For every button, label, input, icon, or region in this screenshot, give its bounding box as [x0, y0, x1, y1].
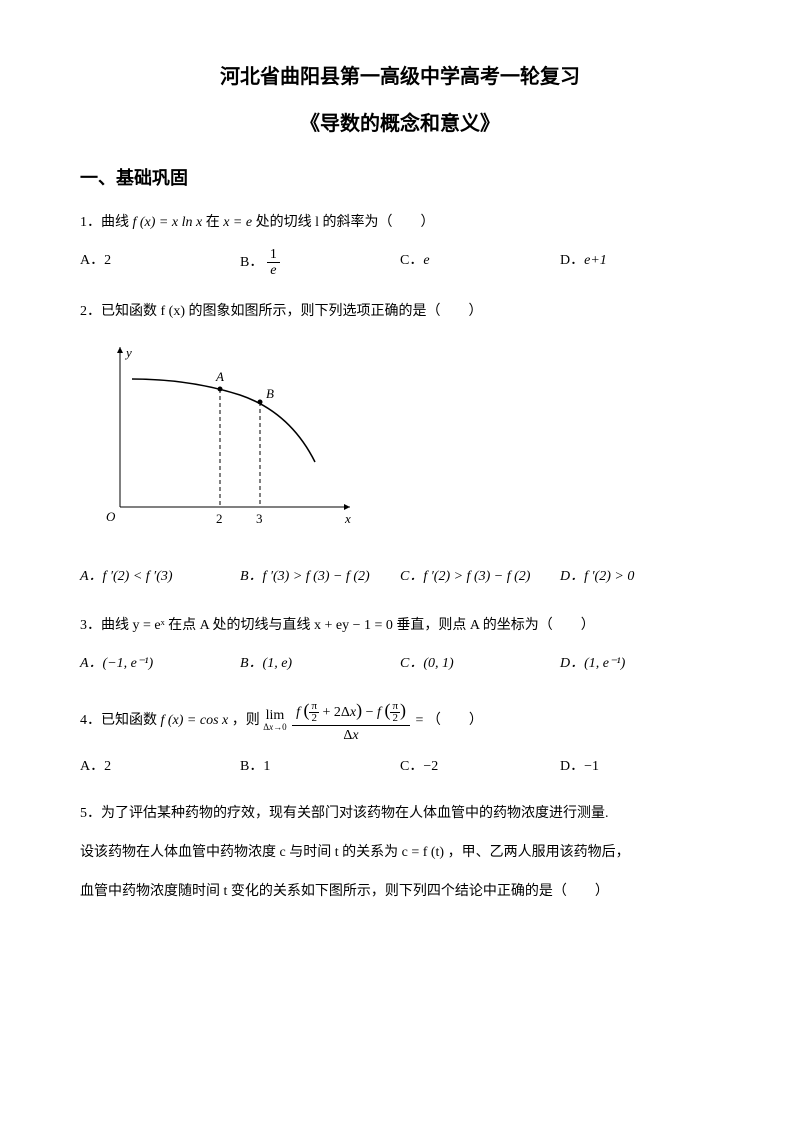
q3-option-d: D．(1, e⁻¹) — [560, 650, 720, 678]
svg-text:2: 2 — [216, 511, 223, 526]
q4-suffix: （ ） — [427, 713, 483, 728]
q1-optA-label: A． — [80, 253, 104, 268]
main-title: 河北省曲阳县第一高级中学高考一轮复习 — [80, 60, 720, 89]
svg-text:3: 3 — [256, 511, 263, 526]
section-heading: 一、基础巩固 — [80, 164, 720, 190]
q4-options: A．2 B．1 C．−2 D．−1 — [80, 753, 720, 781]
q1-optB-frac: 1e — [267, 247, 280, 279]
question-5-line1: 5．为了评估某种药物的疗效，现有关部门对该药物在人体血管中的药物浓度进行测量. — [80, 799, 720, 830]
q1-xe: x = e — [223, 215, 252, 230]
q2-option-c: C．f ′(2) > f (3) − f (2) — [400, 562, 560, 593]
question-3: 3．曲线 y = eˣ 在点 A 处的切线与直线 x + ey − 1 = 0 … — [80, 611, 720, 642]
q1-optC-label: C． — [400, 253, 423, 268]
q2-option-d: D．f ′(2) > 0 — [560, 562, 720, 593]
svg-text:x: x — [344, 511, 351, 526]
q2-option-b: B．f ′(3) > f (3) − f (2) — [240, 562, 400, 593]
q3-options: A．(−1, e⁻¹) B．(1, e) C．(0, 1) D．(1, e⁻¹) — [80, 650, 720, 678]
question-5-line3: 血管中药物浓度随时间 t 变化的关系如下图所示，则下列四个结论中正确的是（ ） — [80, 877, 720, 908]
q3-option-a: A．(−1, e⁻¹) — [80, 650, 240, 678]
q2-graph: O 2 3 x y A B — [90, 337, 720, 542]
q1-fx: f (x) = x ln x — [133, 215, 203, 230]
q1-optB-label: B． — [240, 255, 263, 270]
question-5-line2: 设该药物在人体血管中药物浓度 c 与时间 t 的关系为 c = f (t) ，甲… — [80, 838, 720, 869]
q1-stem-prefix: 1．曲线 — [80, 215, 133, 230]
graph-svg: O 2 3 x y A B — [90, 337, 370, 537]
q1-optD-label: D． — [560, 253, 584, 268]
svg-text:B: B — [266, 386, 274, 401]
q4-option-c: C．−2 — [400, 753, 560, 781]
question-4: 4．已知函数 f (x) = cos x ，则 lim Δx→0 f (π2 +… — [80, 696, 720, 745]
q1-option-b: B． 1e — [240, 247, 400, 279]
q3-option-b: B．(1, e) — [240, 650, 400, 678]
svg-text:y: y — [124, 345, 132, 360]
q1-option-d: D．e+1 — [560, 247, 720, 279]
q4-option-d: D．−1 — [560, 753, 720, 781]
q4-fx: f (x) = cos x — [161, 713, 229, 728]
q4-prefix: 4．已知函数 — [80, 713, 161, 728]
q1-stem-suffix: 处的切线 l 的斜率为（ ） — [256, 215, 435, 230]
q1-option-a: A．2 — [80, 247, 240, 279]
q1-option-c: C．e — [400, 247, 560, 279]
q3-option-c: C．(0, 1) — [400, 650, 560, 678]
svg-text:A: A — [215, 369, 224, 384]
q1-optC-val: e — [423, 253, 429, 268]
question-2: 2．已知函数 f (x) 的图象如图所示，则下列选项正确的是（ ） — [80, 297, 720, 328]
q4-limit: lim Δx→0 — [263, 709, 286, 732]
q2-options: A．f ′(2) < f ′(3) B．f ′(3) > f (3) − f (… — [80, 562, 720, 593]
q1-options: A．2 B． 1e C．e D．e+1 — [80, 247, 720, 279]
question-1: 1．曲线 f (x) = x ln x 在 x = e 处的切线 l 的斜率为（… — [80, 208, 720, 239]
q4-mid: ，则 — [232, 713, 264, 728]
q2-option-a: A．f ′(2) < f ′(3) — [80, 562, 240, 593]
q4-option-a: A．2 — [80, 753, 240, 781]
q4-option-b: B．1 — [240, 753, 400, 781]
svg-text:O: O — [106, 509, 116, 524]
q1-optA-val: 2 — [104, 253, 111, 268]
q1-stem-mid: 在 — [206, 215, 224, 230]
q1-optD-val: e+1 — [584, 253, 607, 268]
q4-equals: = — [416, 713, 427, 728]
sub-title: 《导数的概念和意义》 — [80, 107, 720, 136]
q4-frac: f (π2 + 2Δx) − f (π2) Δx — [292, 696, 410, 745]
